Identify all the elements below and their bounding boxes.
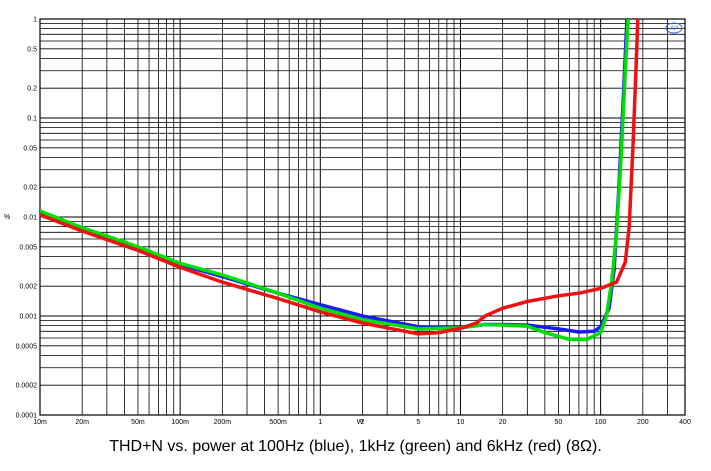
y-tick-label: 0.002 (19, 284, 37, 291)
x-tick-label: 400 (679, 419, 691, 426)
y-tick-label: 0.01 (23, 215, 37, 222)
x-tick-label: 20m (75, 419, 89, 426)
x-tick-label: 50m (131, 419, 145, 426)
chart-caption: THD+N vs. power at 100Hz (blue), 1kHz (g… (109, 438, 602, 455)
ap-logo-text: AP (669, 26, 678, 32)
y-tick-label: 1 (33, 17, 37, 24)
x-tick-label: 100m (171, 419, 189, 426)
series-line-6khz (40, 19, 640, 336)
x-tick-label: 10 (457, 419, 465, 426)
y-tick-label: 0.1 (27, 116, 37, 123)
x-tick-label: 20 (499, 419, 507, 426)
plot-frame (39, 18, 686, 416)
y-tick-label: 0.001 (19, 314, 37, 321)
x-tick-label: 500m (269, 419, 287, 426)
y-tick-label: 0.02 (23, 185, 37, 192)
x-tick-label: 200m (214, 419, 232, 426)
x-tick-label: 1 (318, 419, 322, 426)
y-tick-label: 0.0005 (16, 343, 38, 350)
chart-grid (39, 18, 686, 416)
x-tick-label: 10m (33, 419, 47, 426)
ap-logo: AP (665, 22, 683, 34)
y-axis-label: % (4, 214, 10, 221)
chart-series (40, 19, 640, 342)
series-line-1khz (40, 19, 630, 342)
x-axis-label: W (357, 419, 364, 426)
series-line-100hz (40, 19, 629, 334)
x-tick-label: 5 (416, 419, 420, 426)
x-tick-label: 50 (555, 419, 563, 426)
y-tick-label: 0.0001 (16, 413, 38, 420)
x-tick-label: 200 (637, 419, 649, 426)
x-tick-label: 2 (361, 419, 365, 426)
y-tick-label: 0.5 (27, 46, 37, 53)
chart-tick-labels: 10m 20m 50m 100m 200m 500m 1 2 5 10 20 50 100 200 400 1… (16, 17, 691, 427)
y-tick-label: 0.005 (19, 244, 37, 251)
y-tick-label: 0.2 (27, 86, 37, 93)
y-tick-label: 0.0002 (16, 383, 38, 390)
x-tick-label: 100 (595, 419, 607, 426)
y-tick-label: 0.05 (23, 145, 37, 152)
